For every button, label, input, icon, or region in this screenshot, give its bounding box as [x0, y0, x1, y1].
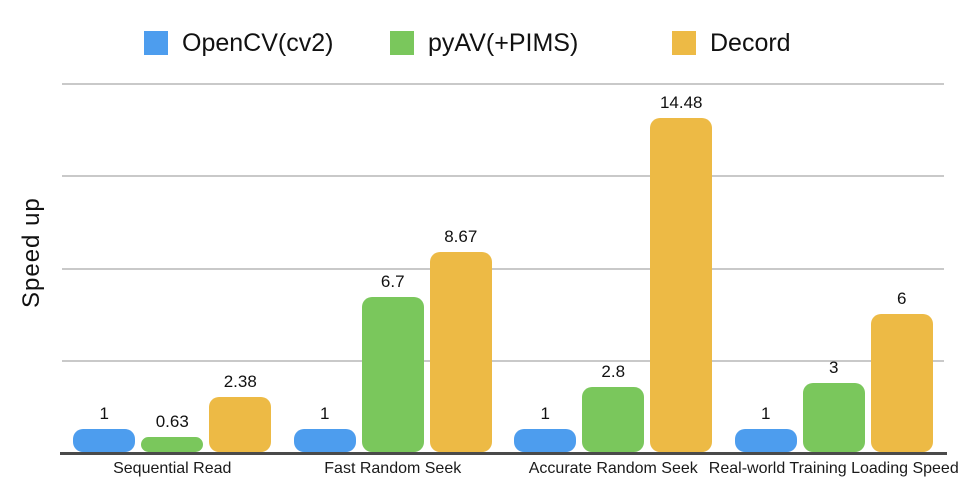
- legend-swatch-opencv: [144, 31, 168, 55]
- bar: [209, 397, 272, 452]
- bar-value-label: 2.8: [601, 362, 626, 382]
- category-label: Accurate Random Seek: [528, 460, 698, 477]
- legend-label-pyav: pyAV(+PIMS): [428, 29, 579, 57]
- category-label: Real-world Training Loading Speed: [708, 460, 959, 477]
- bar-value-label: 3: [829, 357, 839, 377]
- x-axis-category-labels: Sequential Read Fast Random Seek Accurate …: [62, 460, 959, 482]
- legend-item-opencv: OpenCV(cv2): [144, 29, 333, 57]
- legend-label-decord: Decord: [710, 29, 791, 57]
- bar: [870, 313, 933, 452]
- gridline: [62, 83, 944, 85]
- legend-item-decord: Decord: [672, 29, 791, 57]
- bar: [293, 428, 356, 452]
- bar: [802, 382, 865, 452]
- bar-value-label: 1: [540, 403, 550, 423]
- bar: [514, 428, 577, 452]
- bar-value-label: 8.67: [444, 227, 478, 247]
- bar-value-label: 14.48: [659, 93, 703, 113]
- bar: [429, 252, 492, 452]
- bar-value-label: 6.7: [380, 272, 405, 292]
- y-axis-title: Speed up: [18, 197, 45, 308]
- bar-value-label: 1: [761, 403, 771, 423]
- legend-swatch-decord: [672, 31, 696, 55]
- bar-value-label: 1: [99, 403, 109, 423]
- gridline: [62, 359, 944, 362]
- bar: [73, 428, 136, 452]
- bar: [734, 428, 797, 452]
- bar: [582, 387, 645, 452]
- bar-value-label: 0.63: [155, 412, 189, 432]
- category-label: Fast Random Seek: [324, 460, 462, 477]
- bar: [361, 297, 424, 452]
- legend-label-opencv: OpenCV(cv2): [182, 29, 334, 57]
- bar: [141, 437, 204, 452]
- bar: [650, 118, 713, 452]
- x-axis-line: [60, 452, 947, 455]
- plot-area: 1 0.63 2.38 1 6.7 8.67 1 2.8 14.48 1 3 6: [62, 83, 944, 452]
- gridline: [62, 267, 944, 270]
- category-label: Sequential Read: [113, 460, 232, 477]
- bar-value-label: 6: [897, 288, 907, 308]
- gridline: [62, 175, 944, 178]
- bar-value-label: 1: [320, 403, 330, 423]
- legend-item-pyav: pyAV(+PIMS): [390, 29, 578, 57]
- legend-swatch-pyav: [390, 31, 414, 55]
- bar-value-label: 2.38: [223, 372, 257, 392]
